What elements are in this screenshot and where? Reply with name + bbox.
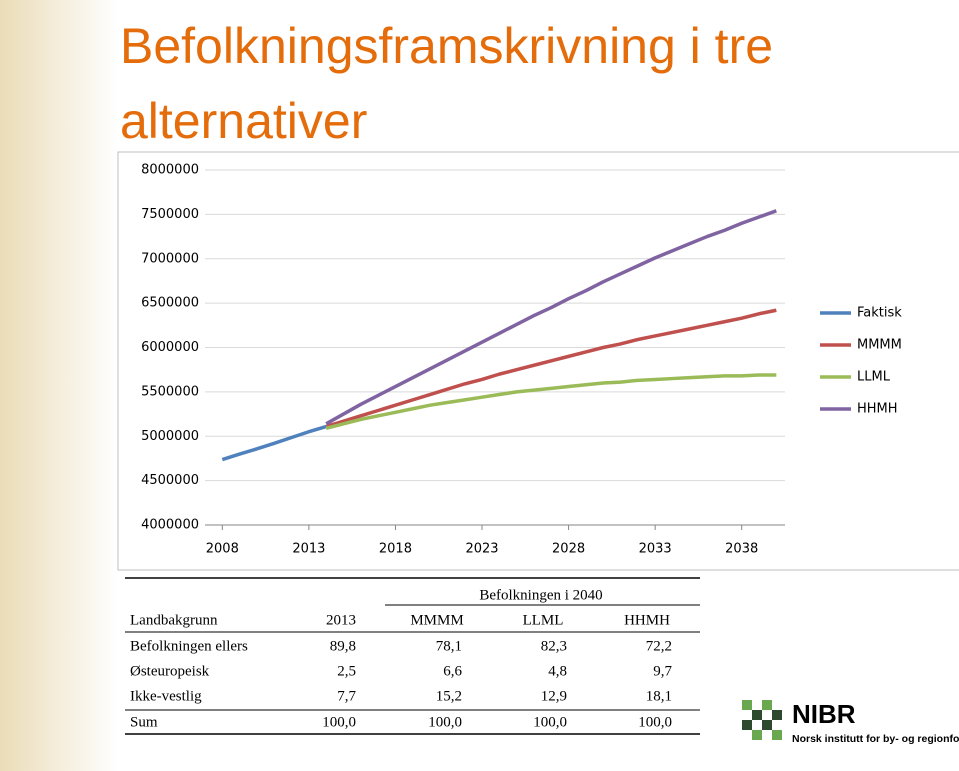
table-cell: Østeuropeisk bbox=[130, 663, 210, 679]
table-cell: 6,6 bbox=[443, 663, 462, 679]
y-tick-label: 7000000 bbox=[141, 251, 199, 266]
y-tick-label: 6500000 bbox=[141, 296, 199, 311]
table-cell: 82,3 bbox=[541, 638, 567, 654]
table-cell: 89,8 bbox=[330, 638, 356, 654]
table-cell: 100,0 bbox=[638, 714, 672, 730]
table: Befolkningen i 2040 Landbakgrunn 2013 MMMM L… bbox=[125, 577, 700, 735]
x-tick-label: 2033 bbox=[639, 542, 672, 557]
table-group-header: Befolkningen i 2040 bbox=[479, 587, 602, 603]
legend-label: MMMM bbox=[857, 338, 902, 353]
table-cell: 2,5 bbox=[337, 663, 356, 679]
table-cell: 9,7 bbox=[653, 663, 672, 679]
series-line bbox=[325, 308, 777, 429]
legend-label: Faktisk bbox=[857, 306, 902, 321]
chart: 4000000 4500000 5000000 5500000 6000000 65000… bbox=[141, 163, 902, 557]
series-line bbox=[325, 373, 777, 430]
x-tick-label: 2028 bbox=[552, 542, 585, 557]
table-header: MMMM bbox=[410, 612, 463, 628]
table-cell: Ikke-vestlig bbox=[130, 688, 202, 704]
logo-icon bbox=[742, 700, 782, 740]
table-cell: 12,9 bbox=[541, 688, 567, 704]
series-line bbox=[325, 209, 777, 426]
table-cell: 100,0 bbox=[533, 714, 567, 730]
legend-label: HHMH bbox=[857, 402, 898, 417]
logo-name: NIBR bbox=[792, 699, 856, 729]
x-tick-label: 2023 bbox=[465, 542, 498, 557]
table-cell: 100,0 bbox=[322, 714, 356, 730]
decor-strip bbox=[0, 0, 118, 771]
y-tick-label: 8000000 bbox=[141, 163, 199, 178]
y-tick-label: 4500000 bbox=[141, 473, 199, 488]
table-cell: Befolkningen ellers bbox=[130, 638, 248, 654]
y-tick-label: 7500000 bbox=[141, 207, 199, 222]
table-header: 2013 bbox=[326, 612, 356, 628]
logo-subtitle: Norsk institutt for by- og regionforskni… bbox=[792, 733, 959, 745]
table-cell: 7,7 bbox=[337, 688, 356, 704]
table-cell: Sum bbox=[130, 714, 158, 730]
table-cell: 18,1 bbox=[646, 688, 672, 704]
table-cell: 15,2 bbox=[436, 688, 462, 704]
x-tick-label: 2008 bbox=[206, 542, 239, 557]
y-tick-label: 5500000 bbox=[141, 384, 199, 399]
slide-title: Befolkningsframskrivning i tre alternativ… bbox=[120, 18, 773, 149]
table-cell: 78,1 bbox=[436, 638, 462, 654]
x-tick-label: 2038 bbox=[725, 542, 758, 557]
table-cell: 4,8 bbox=[548, 663, 567, 679]
y-tick-label: 4000000 bbox=[141, 518, 199, 533]
legend-label: LLML bbox=[857, 370, 891, 385]
x-tick-label: 2013 bbox=[292, 542, 325, 557]
table-header: LLML bbox=[523, 612, 564, 628]
chart-frame bbox=[117, 151, 959, 571]
table-header: HHMH bbox=[624, 612, 670, 628]
table-header: Landbakgrunn bbox=[130, 612, 218, 628]
series-line bbox=[221, 424, 327, 462]
table-cell: 72,2 bbox=[646, 638, 672, 654]
table-cell: 100,0 bbox=[428, 714, 462, 730]
x-tick-label: 2018 bbox=[379, 542, 412, 557]
y-tick-label: 5000000 bbox=[141, 429, 199, 444]
y-tick-label: 6000000 bbox=[141, 340, 199, 355]
logo: NIBR Norsk institutt for by- og regionfo… bbox=[742, 699, 959, 745]
